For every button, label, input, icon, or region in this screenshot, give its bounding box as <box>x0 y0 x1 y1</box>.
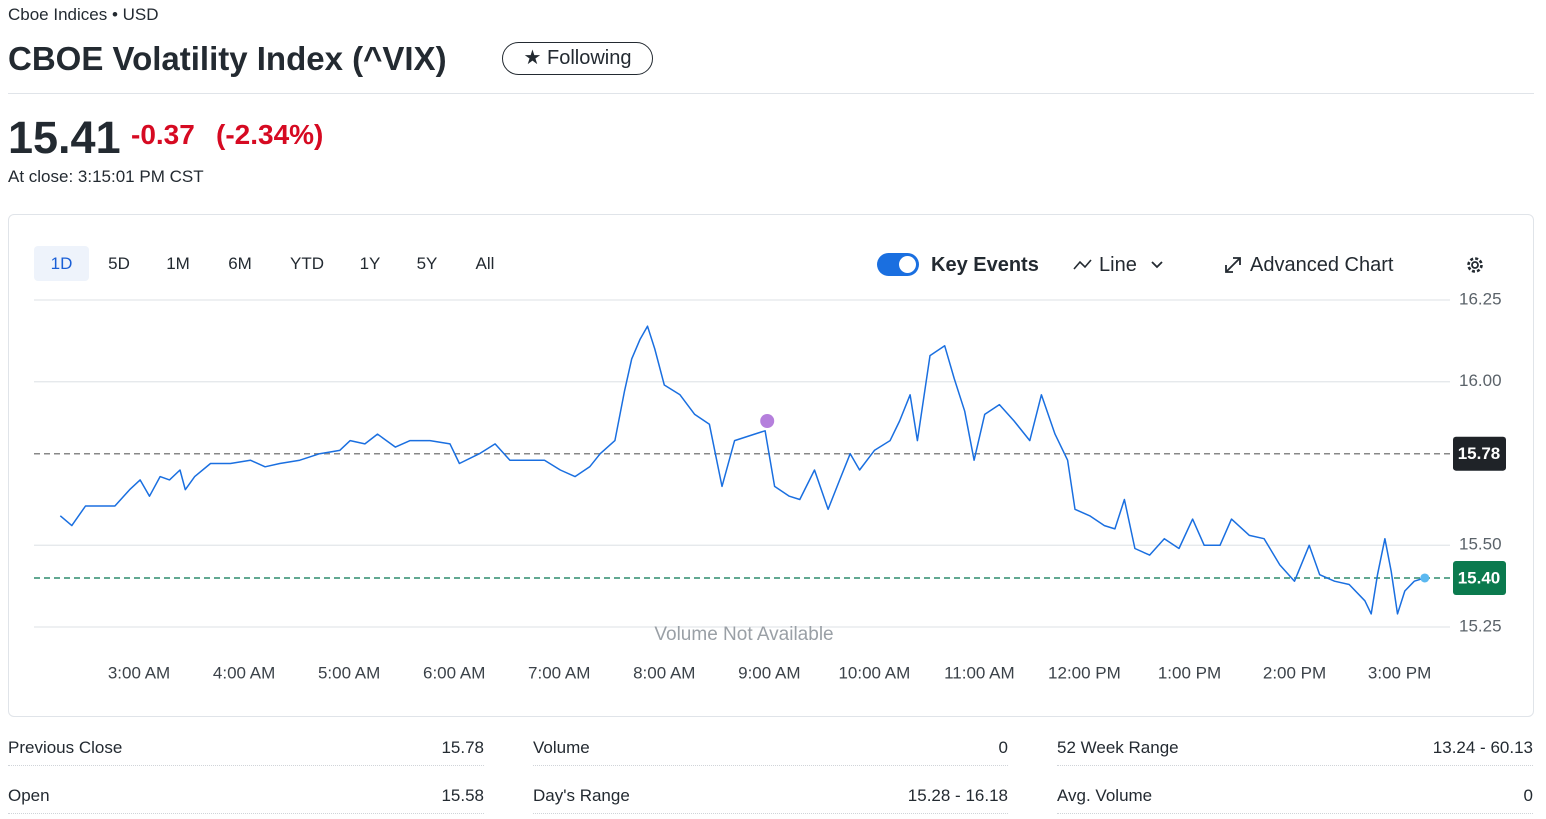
y-tick-label: 15.50 <box>1459 535 1502 554</box>
close-time: At close: 3:15:01 PM CST <box>8 167 204 186</box>
row-divider <box>1057 813 1533 814</box>
x-tick-label: 11:00 AM <box>944 663 1015 682</box>
y-tick-label: 16.25 <box>1459 289 1502 308</box>
stat-label: Previous Close <box>8 738 123 757</box>
stat-label: Day's Range <box>533 786 630 805</box>
chart: 16.25 16.00 15.50 15.25 3:00 AM 4:00 AM 5:00 A… <box>34 289 1506 682</box>
price: 15.41 <box>8 112 121 163</box>
change: -0.37 <box>131 119 195 150</box>
divider <box>8 93 1534 94</box>
stat-value: 0 <box>1523 786 1533 805</box>
range-button[interactable]: 6M <box>228 254 252 273</box>
x-tick-label: 3:00 AM <box>108 663 170 682</box>
range-button[interactable]: 1Y <box>359 254 381 273</box>
price-line <box>59 325 1426 615</box>
x-tick-label: 7:00 AM <box>528 663 590 682</box>
stat-value: 13.24 - 60.13 <box>1432 738 1533 757</box>
annotation: Volume Not Available <box>654 624 833 645</box>
chevron <box>1151 261 1163 269</box>
x-tick-label: 12:00 PM <box>1048 663 1121 682</box>
title: CBOE Volatility Index (^VIX) <box>8 40 447 77</box>
x-tick-label: 4:00 AM <box>213 663 275 682</box>
range-button[interactable]: 1M <box>166 254 190 273</box>
stat-value: 0 <box>998 738 1008 757</box>
follow-button[interactable]: ★ Following <box>502 42 653 75</box>
stat-label: Volume <box>533 738 590 757</box>
range-button[interactable]: All <box>475 254 495 273</box>
change-percent: (-2.34%) <box>216 119 324 150</box>
row-divider <box>533 765 1008 766</box>
y-tick-label: 15.25 <box>1459 616 1502 635</box>
key-event <box>760 413 775 428</box>
stat-value: 15.28 - 16.18 <box>907 786 1008 805</box>
x-tick-label: 6:00 AM <box>423 663 485 682</box>
price-tag-label: 15.78 <box>1458 444 1501 463</box>
stat-label: 52 Week Range <box>1057 738 1179 757</box>
x-tick-label: 1:00 PM <box>1158 663 1221 682</box>
x-tick-label: 9:00 AM <box>738 663 800 682</box>
y-tick-label: 16.00 <box>1459 371 1502 390</box>
price-tag-label: 15.40 <box>1458 568 1501 587</box>
x-tick-label: 8:00 AM <box>633 663 695 682</box>
range-button[interactable]: 5Y <box>416 254 438 273</box>
toggle[interactable] <box>877 253 919 276</box>
chart-type[interactable]: Line <box>1099 254 1137 276</box>
stat-value: 15.58 <box>441 786 484 805</box>
line-icon <box>1073 259 1092 270</box>
range-button[interactable]: 1D <box>34 246 89 281</box>
x-tick-label: 2:00 PM <box>1263 663 1326 682</box>
exchange: Cboe Indices • USD <box>8 5 159 24</box>
stat-value: 15.78 <box>441 738 484 757</box>
chart-panel <box>8 214 1534 717</box>
stat-label: Avg. Volume <box>1057 786 1153 805</box>
row-divider <box>1057 765 1533 766</box>
range-button[interactable]: 5D <box>108 254 130 273</box>
x-tick-label: 10:00 AM <box>838 663 910 682</box>
stat-label: Open <box>8 786 50 805</box>
range-button[interactable]: YTD <box>290 254 324 273</box>
price-tag <box>1453 560 1506 595</box>
x-tick-label: 3:00 PM <box>1368 663 1431 682</box>
expand-icon <box>1225 257 1241 273</box>
price-tag <box>1453 436 1506 471</box>
advanced-chart[interactable]: Advanced Chart <box>1250 254 1394 276</box>
row-divider <box>8 765 484 766</box>
key-events[interactable]: Key Events <box>931 254 1039 276</box>
last-point <box>1420 573 1430 583</box>
x-tick-label: 5:00 AM <box>318 663 380 682</box>
row-divider <box>8 813 484 814</box>
settings-icon[interactable] <box>1465 255 1485 275</box>
row-divider <box>533 813 1008 814</box>
